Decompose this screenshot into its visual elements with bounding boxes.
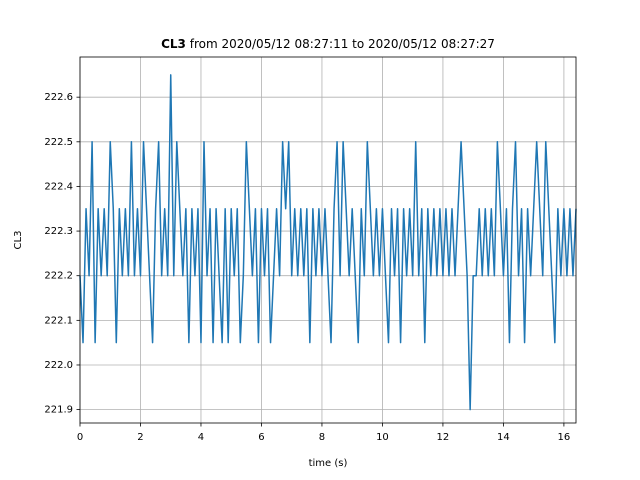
title-name: CL3: [161, 37, 186, 51]
x-tick-label: 12: [437, 432, 450, 443]
chart-title: CL3 from 2020/05/12 08:27:11 to 2020/05/…: [161, 37, 495, 51]
x-tick-label: 2: [137, 432, 143, 443]
y-tick-label: 221.9: [44, 405, 73, 416]
y-tick-label: 222.6: [44, 92, 73, 103]
x-tick-label: 8: [319, 432, 325, 443]
y-tick-label: 222.2: [44, 271, 73, 282]
x-axis-label: time (s): [309, 458, 348, 469]
y-tick-label: 222.4: [44, 181, 73, 192]
y-axis-label: CL3: [13, 231, 24, 250]
x-tick-label: 6: [258, 432, 264, 443]
x-tick-label: 16: [558, 432, 571, 443]
y-tick-label: 222.3: [44, 226, 73, 237]
y-tick-label: 222.5: [44, 137, 73, 148]
x-tick-label: 10: [376, 432, 389, 443]
x-tick-label: 4: [198, 432, 204, 443]
y-tick-label: 222.0: [44, 360, 73, 371]
plot-frame: [79, 56, 577, 424]
y-tick-label: 222.1: [44, 315, 73, 326]
x-tick-label: 14: [497, 432, 510, 443]
title-text: from 2020/05/12 08:27:11 to 2020/05/12 0…: [190, 37, 495, 51]
data-line: [79, 74, 577, 411]
x-tick-label: 0: [77, 432, 83, 443]
